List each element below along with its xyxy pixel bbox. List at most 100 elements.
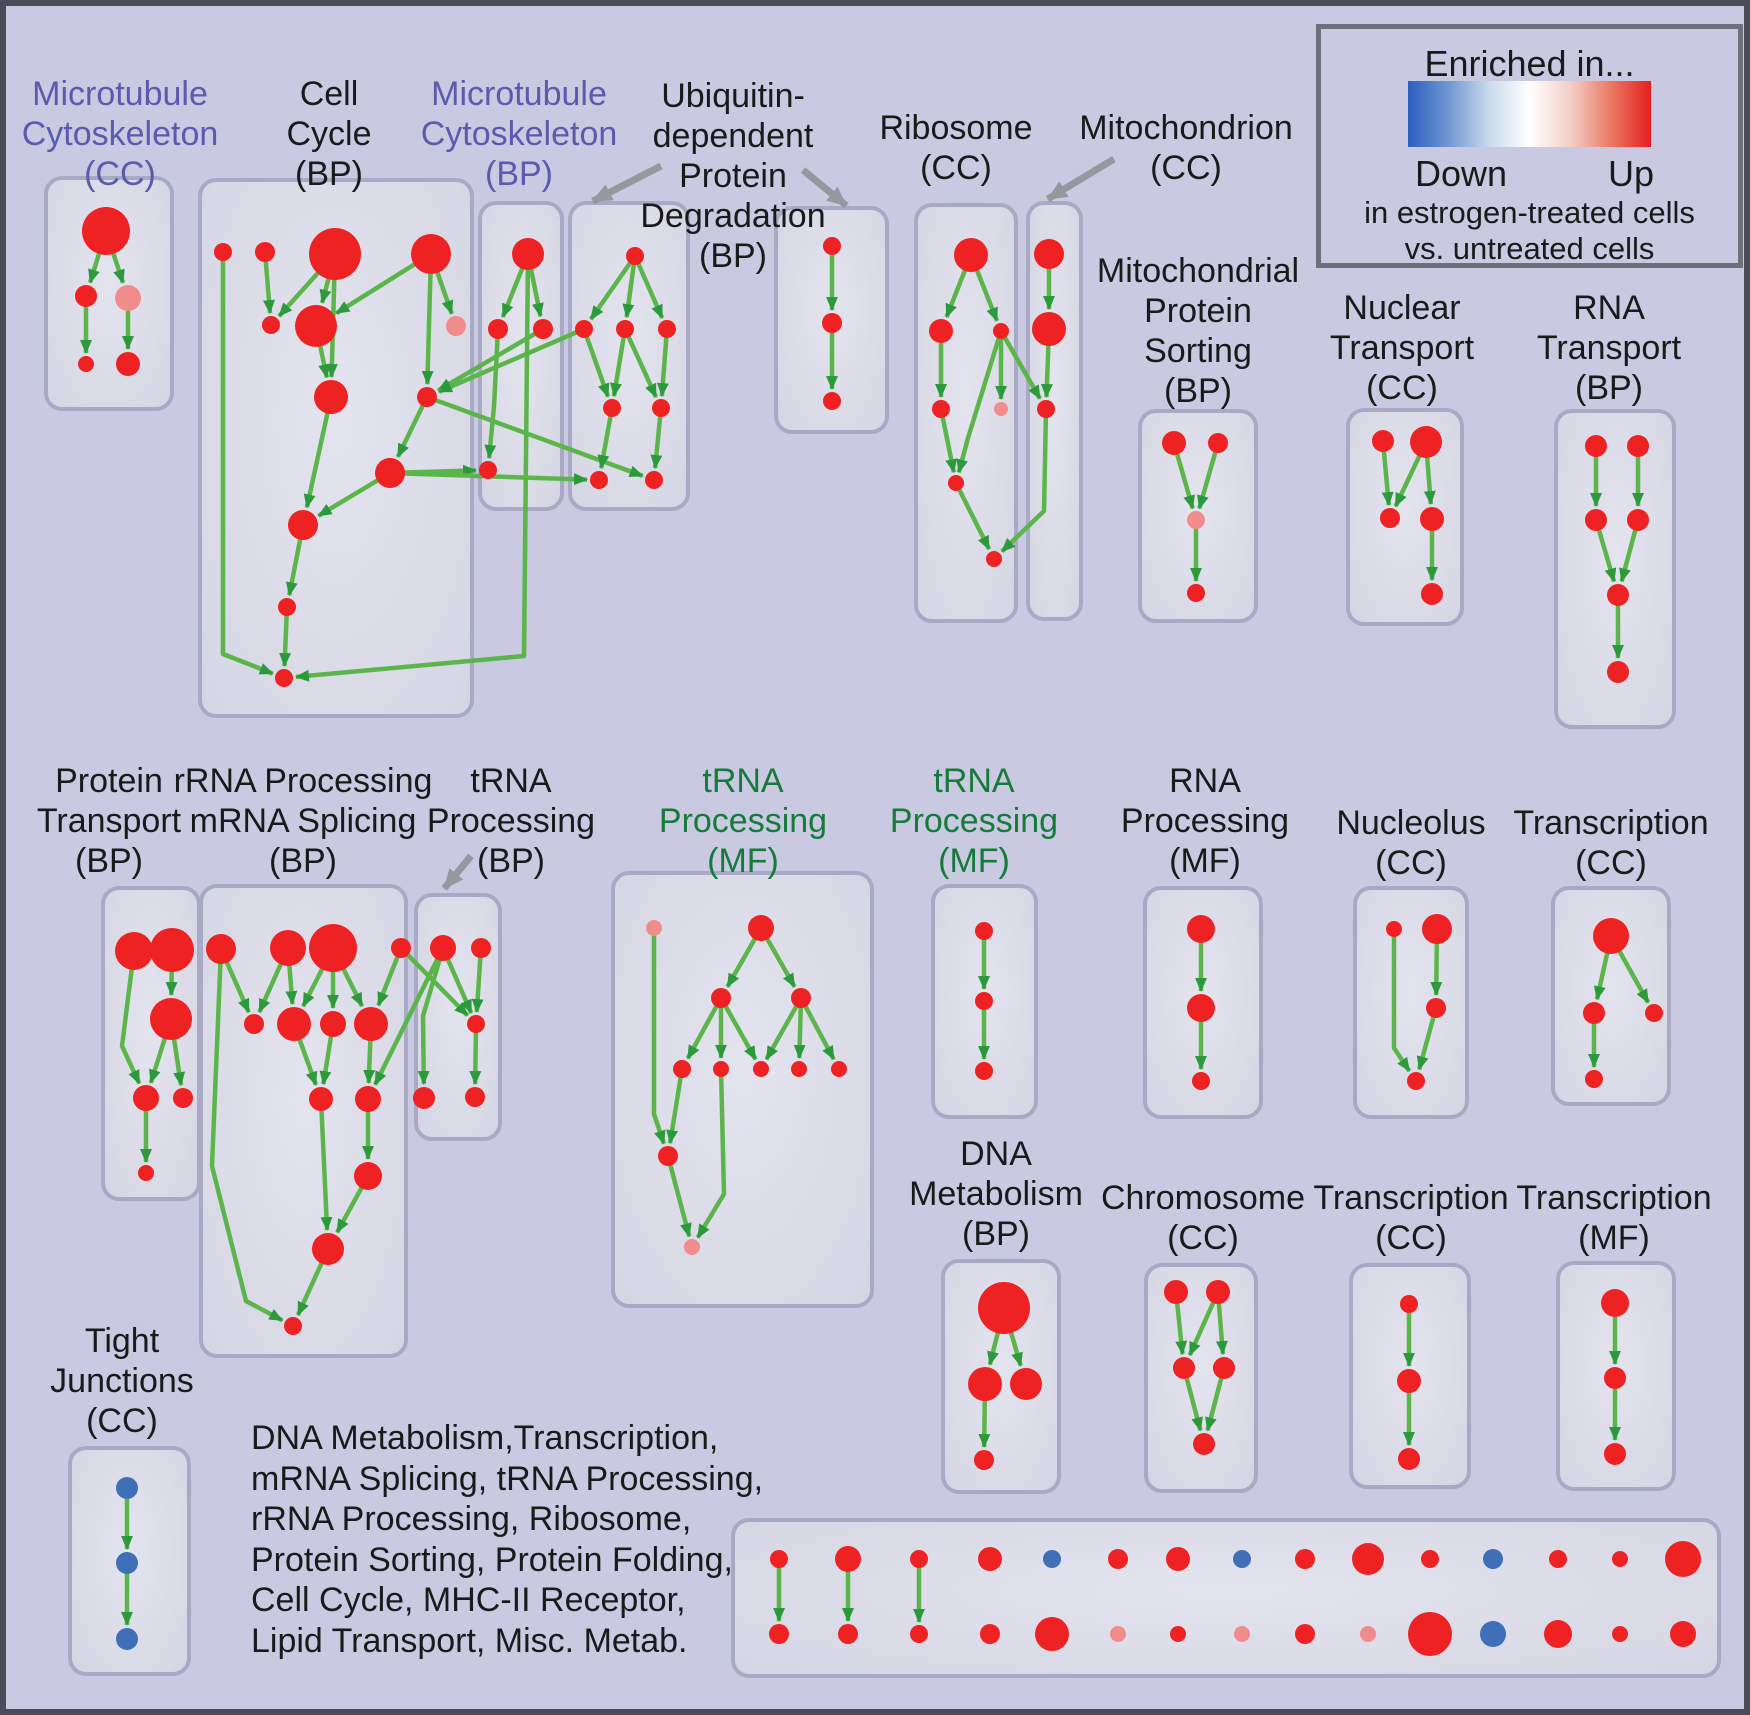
go-term-node-ub8 xyxy=(645,471,663,489)
go-term-node-tcb1 xyxy=(1400,1295,1418,1313)
cluster-label-trna-processing-mf: tRNA Processing (MF) xyxy=(523,761,963,881)
cluster-label-line: Mitochondrion xyxy=(1079,109,1293,147)
cluster-label-line: Transcription xyxy=(1516,1179,1712,1217)
edge-arrow xyxy=(294,253,531,682)
edge-arrow xyxy=(1391,929,1412,1073)
go-term-node-tmf4 xyxy=(791,988,811,1008)
cluster-label-cell-cycle-bp: Cell Cycle (BP) xyxy=(109,74,549,194)
edge-arrow xyxy=(417,947,446,1085)
go-term-node-ub3 xyxy=(616,320,634,338)
go-term-node-lb3t xyxy=(910,1550,928,1568)
cluster-label-line: Transport xyxy=(1329,329,1475,367)
cluster-label-line: (CC) xyxy=(1366,369,1438,407)
go-term-node-rib5 xyxy=(994,402,1008,416)
go-term-node-lb3b xyxy=(910,1625,928,1643)
edge-arrow xyxy=(610,328,628,398)
go-term-node-lb11b xyxy=(1408,1612,1452,1656)
cluster-label-line: (BP) xyxy=(295,155,363,193)
cluster-label-line: Processing xyxy=(426,802,596,840)
cluster-label-line: RNA xyxy=(1573,289,1645,327)
go-term-node-cc_f xyxy=(295,305,337,347)
legend-subtitle-line2: vs. untreated cells xyxy=(1404,231,1655,266)
go-term-node-dna3 xyxy=(1010,1368,1042,1400)
edge-arrow xyxy=(650,407,664,470)
cluster-label-line: mRNA Splicing xyxy=(189,802,417,840)
cluster-label-line: Junctions xyxy=(50,1362,194,1400)
cluster-label-nuclear-transport-cc: Nuclear Transport (CC) xyxy=(1182,288,1622,408)
cluster-label-line: tRNA xyxy=(933,762,1015,800)
go-term-node-tj3 xyxy=(116,1628,138,1650)
go-term-node-lb6t xyxy=(1108,1549,1128,1569)
go-term-node-rr6 xyxy=(277,1007,311,1041)
go-term-node-chr2 xyxy=(1206,1280,1230,1304)
go-term-node-lb5t xyxy=(1043,1550,1061,1568)
go-term-node-pt3 xyxy=(150,998,192,1040)
edge-arrow xyxy=(666,1068,685,1145)
cluster-label-line: Ubiquitin- xyxy=(661,77,805,115)
cluster-label-microtubule-cytoskeleton-cc: Microtubule Cytoskeleton (CC) xyxy=(6,74,340,194)
edge-arrow xyxy=(119,950,142,1085)
go-term-node-nt1 xyxy=(1372,430,1394,452)
edge-arrow xyxy=(1197,442,1221,510)
go-term-node-mito2 xyxy=(1032,312,1066,346)
cluster-label-line: Microtubule xyxy=(32,75,208,113)
edge-arrow xyxy=(484,328,501,460)
go-term-node-cc_d xyxy=(411,234,451,274)
edge-arrow xyxy=(318,1098,333,1232)
cluster-label-line: DNA xyxy=(960,1135,1032,1173)
edge-arrow xyxy=(262,251,275,315)
cluster-label-line: Cycle xyxy=(286,115,372,153)
go-term-node-rp1 xyxy=(1187,915,1215,943)
go-term-node-rr10 xyxy=(355,1086,381,1112)
cluster-label-mitochondrial-protein-sorting-bp: Mitochondrial Protein Sorting (BP) xyxy=(978,251,1418,411)
cluster-label-line: Tight xyxy=(84,1322,160,1360)
go-term-node-rp2 xyxy=(1187,994,1215,1022)
cluster-label-line: Degradation xyxy=(640,197,826,235)
go-term-node-rt1 xyxy=(1585,435,1607,457)
cluster-label-rrna-processing-mrna-splicing-bp: rRNA Processing mRNA Splicing (BP) xyxy=(83,761,523,881)
go-term-node-pt1 xyxy=(115,932,153,970)
go-term-node-rr4 xyxy=(391,938,411,958)
go-term-node-ub2 xyxy=(575,320,593,338)
go-term-node-mps4 xyxy=(1187,584,1205,602)
cluster-label-line: (BP) xyxy=(75,842,143,880)
cluster-label-line: Protein xyxy=(679,157,787,195)
go-term-node-pt6 xyxy=(138,1165,154,1181)
cluster-label-line: Transcription xyxy=(1313,1179,1509,1217)
go-term-node-lb2b xyxy=(838,1624,858,1644)
go-term-node-cc_i xyxy=(417,387,437,407)
cluster-label-line: (BP) xyxy=(1164,372,1232,410)
go-term-node-lb9b xyxy=(1295,1624,1315,1644)
go-term-node-lb15b xyxy=(1670,1621,1696,1647)
go-term-node-dna1 xyxy=(978,1282,1030,1334)
go-term-node-lb7t xyxy=(1166,1547,1190,1571)
cluster-label-line: (MF) xyxy=(938,842,1010,880)
go-term-node-rr13 xyxy=(284,1317,302,1335)
go-term-node-lb10b xyxy=(1360,1626,1376,1642)
go-term-node-lb2t xyxy=(835,1546,861,1572)
go-term-node-pt2 xyxy=(150,928,194,972)
cluster-label-line: Cell xyxy=(299,75,359,113)
go-term-node-rr3 xyxy=(309,924,357,972)
go-term-node-tj2 xyxy=(116,1552,138,1574)
cluster-label-line: Nuclear xyxy=(1343,289,1461,327)
cluster-label-dna-metabolism-bp: DNA Metabolism (BP) xyxy=(776,1134,1216,1254)
edge-arrow xyxy=(656,328,670,398)
go-term-node-rr1 xyxy=(206,934,236,964)
cluster-label-trna-processing-bp: tRNA Processing (BP) xyxy=(291,761,731,881)
cluster-label-line: (CC) xyxy=(1575,844,1647,882)
cluster-label-line: (BP) xyxy=(699,237,767,275)
cluster-box-nuclear-transport-cc xyxy=(1346,408,1464,626)
go-term-node-tcc4 xyxy=(1585,1070,1603,1088)
cluster-label-line: Transport xyxy=(1536,329,1682,367)
go-term-node-ub7 xyxy=(590,471,608,489)
go-term-node-cc_g xyxy=(446,316,466,336)
edge-arrow xyxy=(651,928,667,1145)
cluster-label-transcription-cc-2: Transcription (CC) xyxy=(1191,1178,1631,1258)
cluster-label-line: (CC) xyxy=(86,1402,158,1440)
go-term-node-trbp5 xyxy=(465,1087,485,1107)
go-term-node-lb8b xyxy=(1234,1626,1250,1642)
text-block-line: Cell Cycle, MHC-II Receptor, xyxy=(251,1581,686,1619)
edge-arrow xyxy=(303,396,334,509)
edge-arrow xyxy=(469,1023,482,1085)
